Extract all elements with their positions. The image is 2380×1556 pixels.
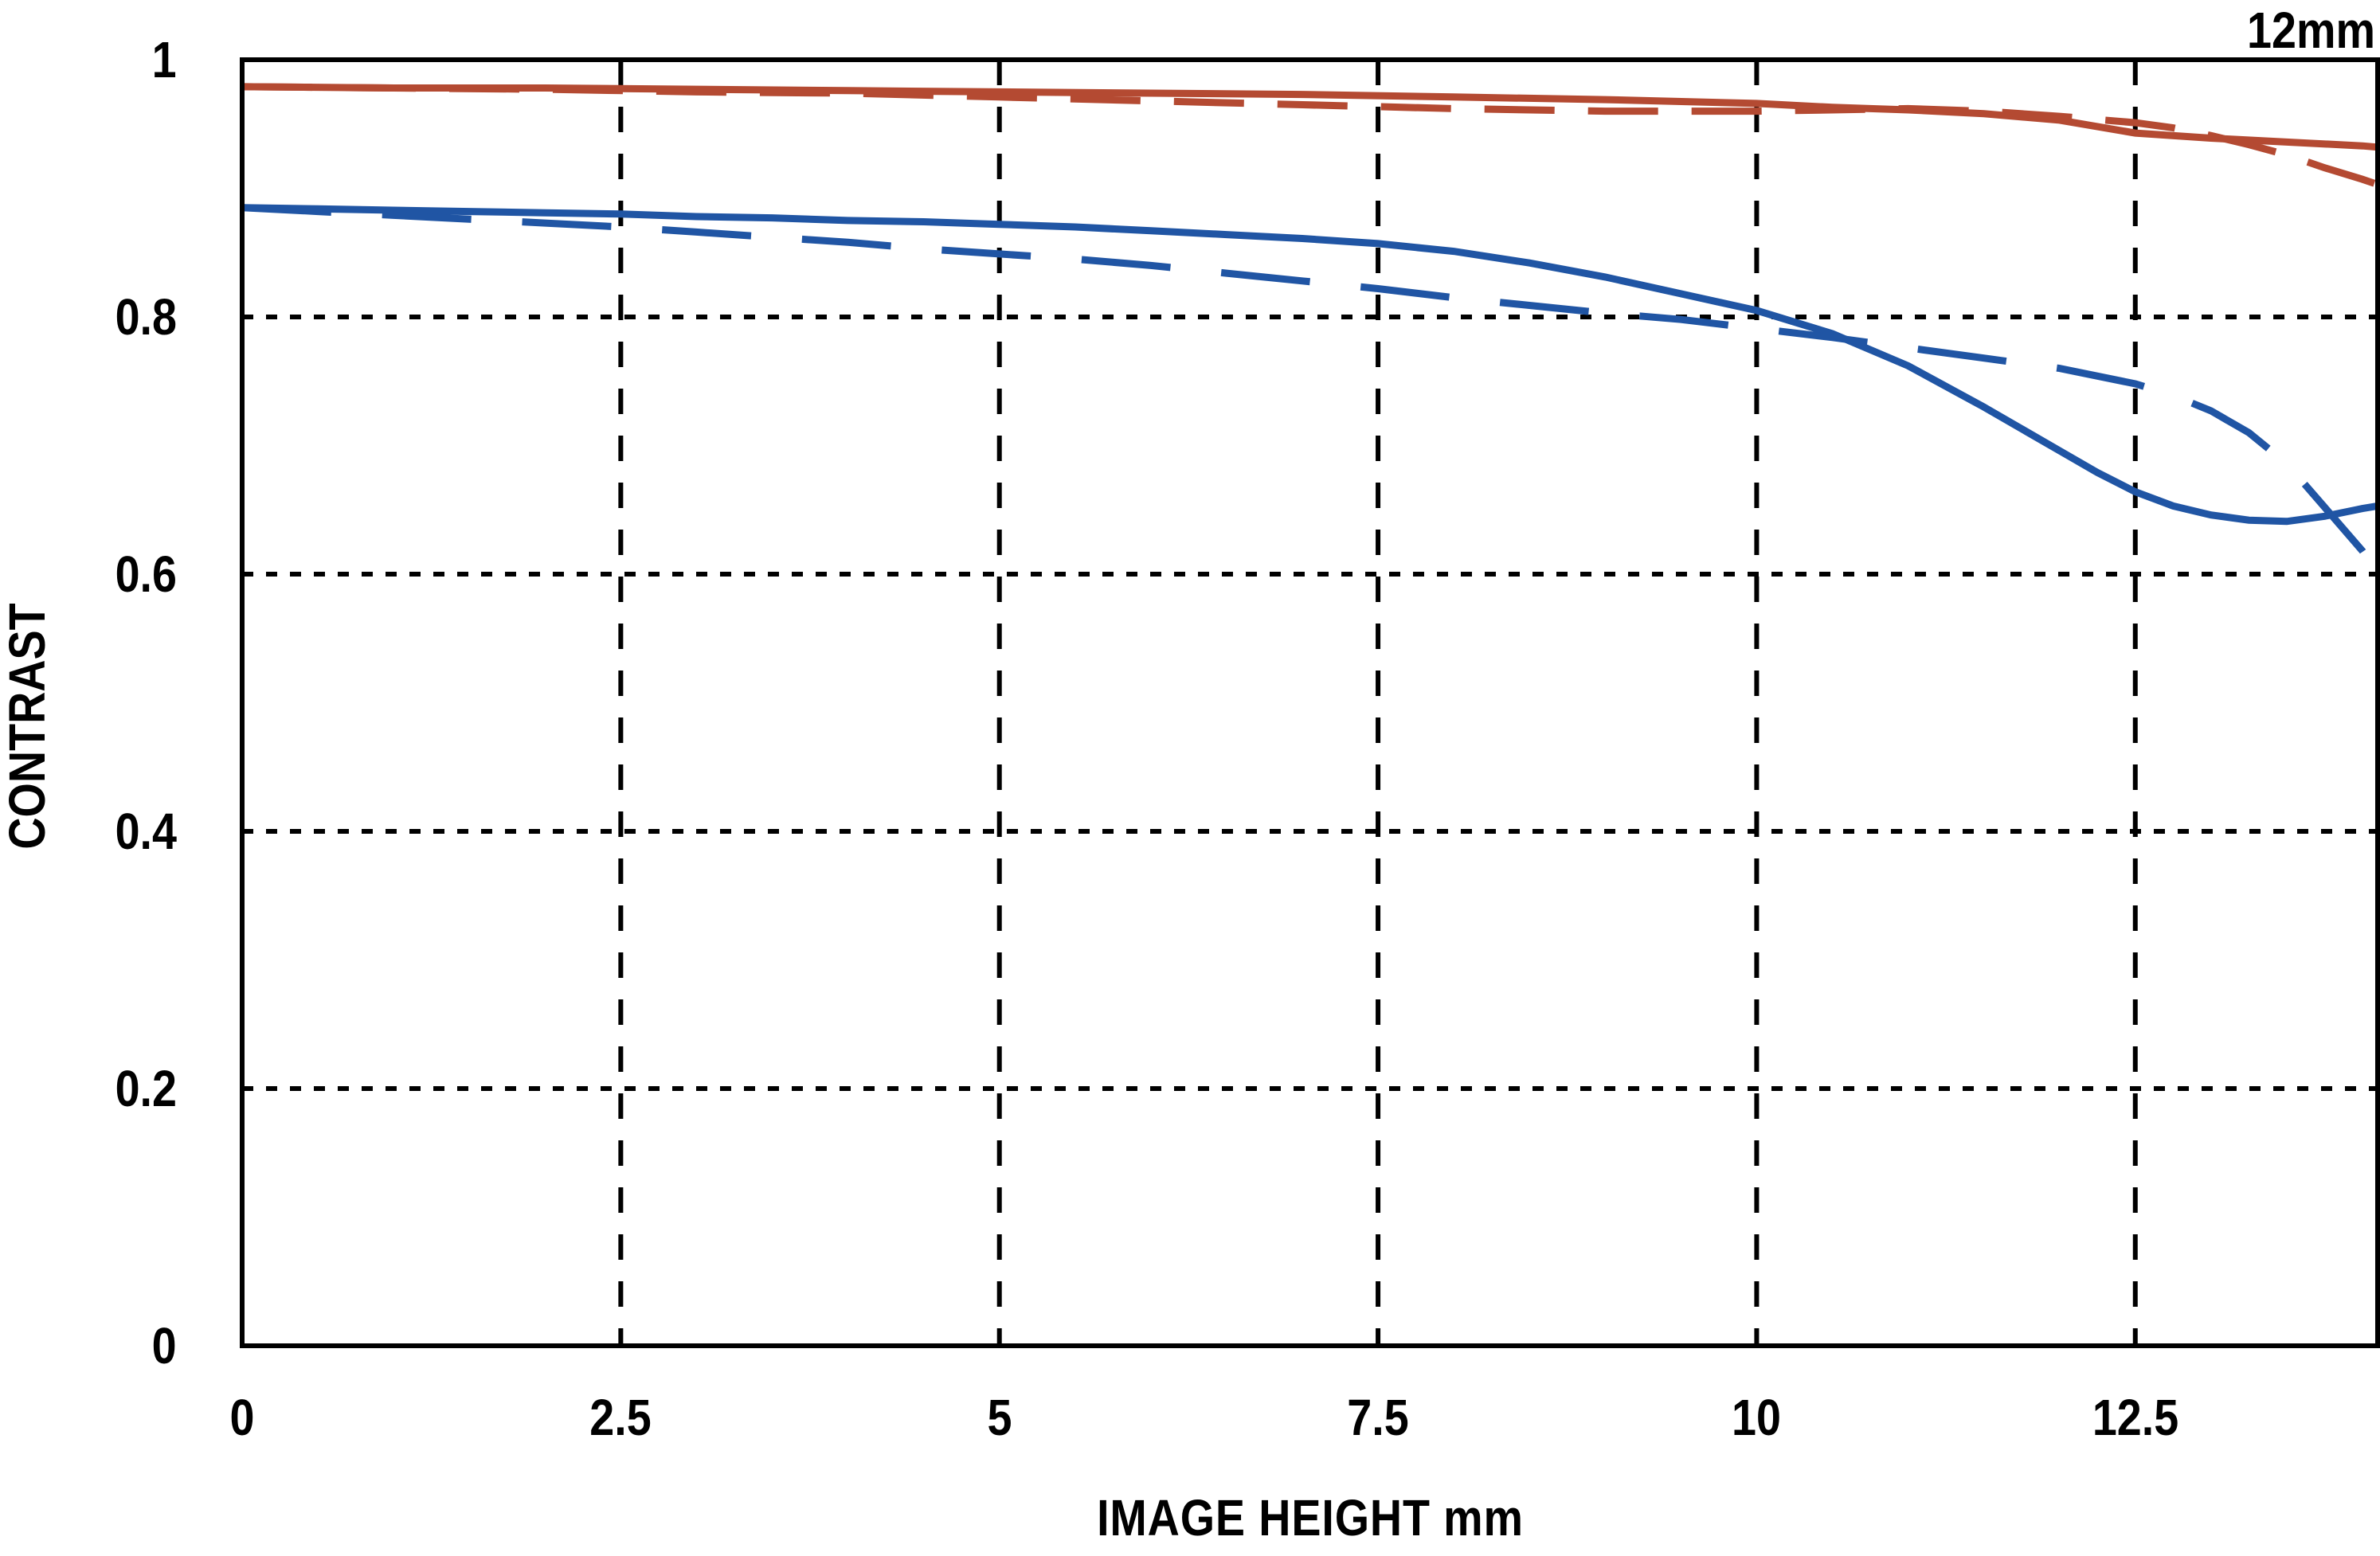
x-tick-label-5: 5 [985,1392,1014,1443]
y-tick-label-1: 1 [0,34,177,85]
curve-red-dashed [241,83,2379,188]
curve-blue-solid [241,204,2378,526]
x-tick-text: 7.5 [1347,1389,1409,1446]
chart-title: 12mm [2228,5,2375,56]
y-tick-text: 0.8 [115,288,177,346]
y-tick-text: 0.6 [115,545,177,603]
plot-border [240,57,2380,1348]
x-tick-text: 2.5 [589,1389,652,1446]
x-tick-text: 5 [987,1389,1012,1446]
x-tick-label-12.5: 12.5 [2085,1392,2185,1443]
x-tick-text: 0 [229,1389,255,1446]
y-tick-label-0.8: 0.8 [0,291,177,342]
chart-title-text: 12mm [2247,2,2375,59]
y-tick-label-0.6: 0.6 [0,549,177,600]
y-tick-text: 0 [152,1317,177,1374]
y-tick-text: 1 [152,31,177,88]
y-tick-text: 0.4 [115,803,177,860]
x-tick-text: 10 [1732,1389,1782,1446]
x-tick-label-10: 10 [1728,1392,1785,1443]
y-tick-label-0: 0 [0,1320,177,1371]
curve-blue-dashed [241,204,2380,575]
y-tick-label-0.4: 0.4 [0,806,177,857]
y-tick-text: 0.2 [115,1060,177,1117]
x-tick-label-0: 0 [228,1392,256,1443]
x-tick-label-2.5: 2.5 [585,1392,656,1443]
y-tick-label-0.2: 0.2 [0,1063,177,1114]
x-axis-label-text: IMAGE HEIGHT mm [1097,1489,1524,1546]
x-tick-text: 12.5 [2092,1389,2178,1446]
x-tick-label-7.5: 7.5 [1343,1392,1414,1443]
x-axis-label: IMAGE HEIGHT mm [1065,1492,1556,1543]
